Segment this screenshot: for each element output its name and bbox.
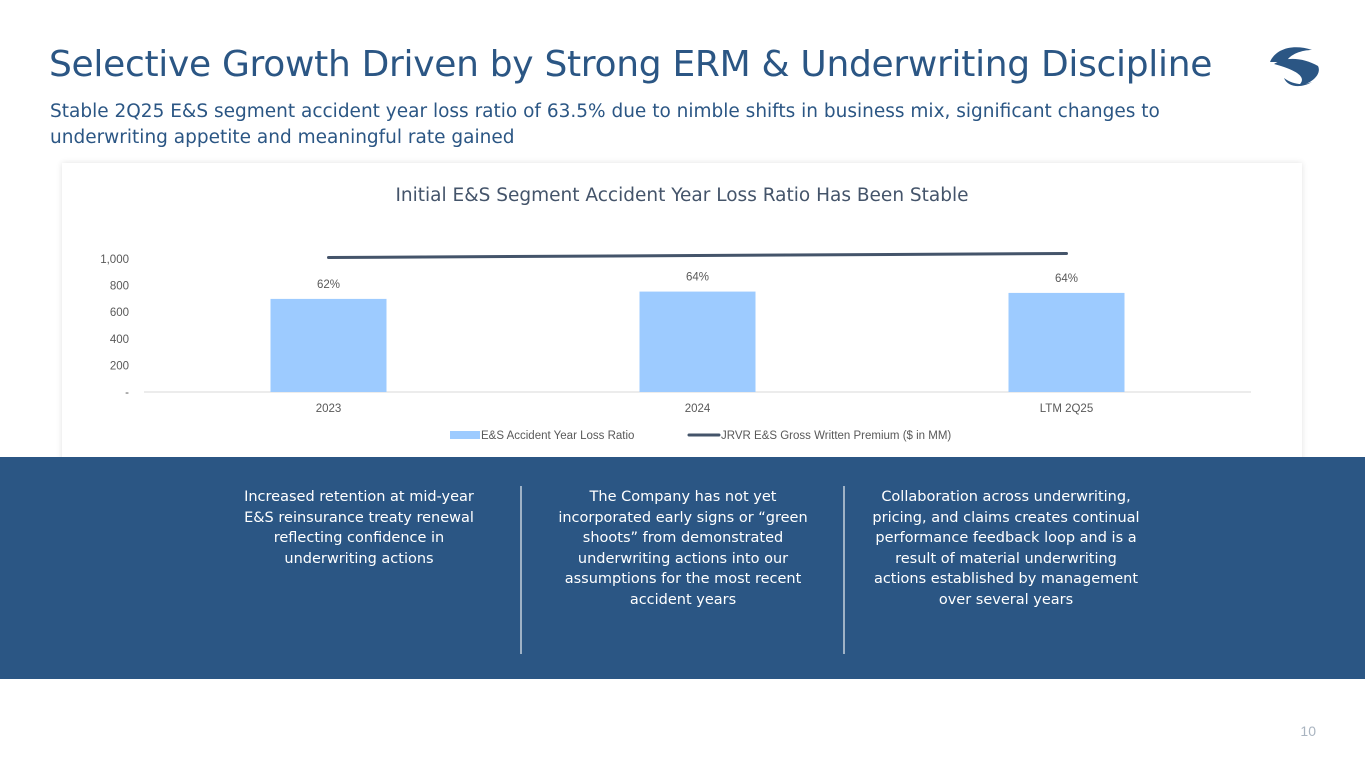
y-tick-label: - — [125, 387, 129, 399]
page-subtitle: Stable 2Q25 E&S segment accident year lo… — [50, 101, 1160, 148]
loss-ratio-chart: Initial E&S Segment Accident Year Loss R… — [100, 185, 1251, 442]
highlights-band: Increased retention at mid-year E&S rein… — [0, 457, 1365, 679]
page-number: 10 — [1300, 723, 1316, 739]
wave-s-logo-icon — [1270, 47, 1319, 87]
legend-label-line: JRVR E&S Gross Written Premium ($ in MM) — [721, 430, 951, 442]
highlight-panel-1: Increased retention at mid-year E&S rein… — [244, 489, 474, 567]
chart-card: Initial E&S Segment Accident Year Loss R… — [62, 163, 1302, 463]
highlight-panel-2: The Company has not yet incorporated ear… — [558, 489, 808, 608]
x-tick-label: 2023 — [316, 403, 342, 415]
bar — [270, 298, 387, 392]
x-tick-label: 2024 — [685, 403, 711, 415]
panel-divider-1 — [520, 486, 522, 654]
y-tick-label: 1,000 — [100, 254, 129, 266]
chart-title: Initial E&S Segment Accident Year Loss R… — [395, 185, 968, 206]
page-title: Selective Growth Driven by Strong ERM & … — [49, 44, 1213, 85]
series-line — [327, 252, 1068, 259]
bar — [639, 291, 756, 392]
y-tick-label: 800 — [110, 281, 129, 293]
legend-label-bar: E&S Accident Year Loss Ratio — [481, 430, 634, 442]
bar-data-label: 62% — [317, 279, 340, 291]
x-tick-label: LTM 2Q25 — [1040, 403, 1093, 415]
legend-swatch-bar — [450, 431, 480, 439]
highlight-panel-3: Collaboration across underwriting, prici… — [872, 489, 1140, 608]
bar-data-label: 64% — [686, 272, 709, 284]
y-tick-label: 600 — [110, 307, 129, 319]
bar-data-label: 64% — [1055, 273, 1078, 285]
y-tick-label: 200 — [110, 360, 129, 372]
panel-divider-2 — [843, 486, 845, 654]
bar — [1008, 292, 1125, 392]
y-tick-label: 400 — [110, 334, 129, 346]
